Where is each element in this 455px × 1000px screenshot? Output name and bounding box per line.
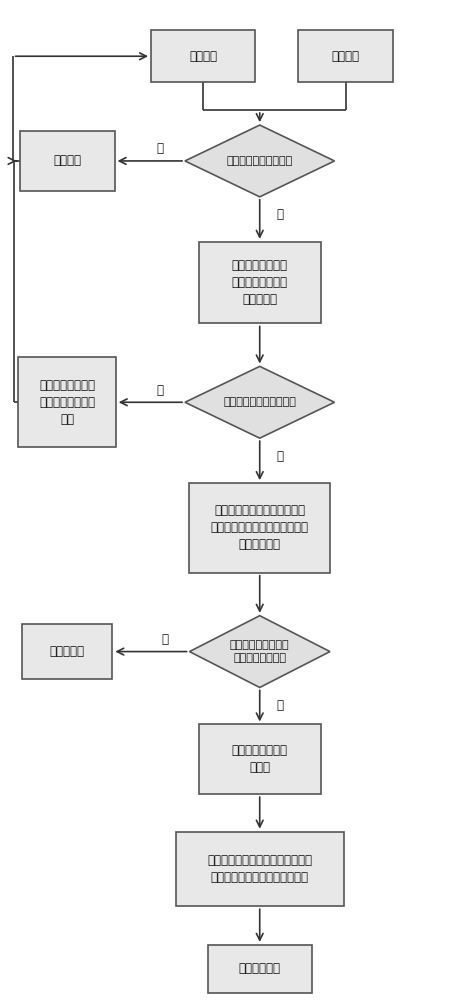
- FancyBboxPatch shape: [20, 131, 115, 191]
- Text: 否: 否: [161, 633, 168, 646]
- Text: 否: 否: [156, 384, 163, 397]
- FancyBboxPatch shape: [189, 483, 329, 573]
- Text: 是: 是: [276, 208, 283, 221]
- FancyBboxPatch shape: [207, 945, 311, 993]
- FancyBboxPatch shape: [18, 357, 116, 447]
- FancyBboxPatch shape: [298, 30, 393, 82]
- Text: 是: 是: [276, 699, 283, 712]
- Text: 不打开栏杆: 不打开栏杆: [50, 645, 85, 658]
- Text: 判定是否错过高速出口: 判定是否错过高速出口: [226, 156, 292, 166]
- Text: 车辆位置: 车辆位置: [189, 50, 217, 63]
- Text: 根据导航目的地修
正导航路径，继续
行驶: 根据导航目的地修 正导航路径，继续 行驶: [39, 379, 95, 426]
- Polygon shape: [185, 125, 334, 197]
- FancyBboxPatch shape: [176, 832, 343, 906]
- Text: 否: 否: [156, 142, 163, 155]
- FancyBboxPatch shape: [22, 624, 112, 679]
- Text: 向收费站管理系统输出过站信
号，收费站管理系统输出车牌信
息和费用信息: 向收费站管理系统输出过站信 号，收费站管理系统输出车牌信 息和费用信息: [210, 504, 308, 551]
- Text: 确认付费后，输出已付费信息并将
车辆从运输车位移动至运输通道: 确认付费后，输出已付费信息并将 车辆从运输车位移动至运输通道: [207, 854, 312, 884]
- FancyBboxPatch shape: [151, 30, 255, 82]
- FancyBboxPatch shape: [198, 724, 320, 794]
- Text: 继续导航: 继续导航: [53, 154, 81, 167]
- Text: 是: 是: [276, 450, 283, 463]
- Text: 打开栏杆并展示费
用信息: 打开栏杆并展示费 用信息: [231, 744, 287, 774]
- Polygon shape: [185, 366, 334, 438]
- Polygon shape: [189, 616, 329, 687]
- Text: 识别栏杆检测车牌号
并与车牌信息对比: 识别栏杆检测车牌号 并与车牌信息对比: [229, 640, 289, 663]
- Text: 输出询问信号，用
户根据询问信号输
入确认信号: 输出询问信号，用 户根据询问信号输 入确认信号: [231, 259, 287, 306]
- Text: 运输平台复位: 运输平台复位: [238, 962, 280, 975]
- FancyBboxPatch shape: [198, 242, 320, 323]
- Text: 导航设定: 导航设定: [331, 50, 359, 63]
- Text: 判断是否使用防过站路口: 判断是否使用防过站路口: [223, 397, 295, 407]
